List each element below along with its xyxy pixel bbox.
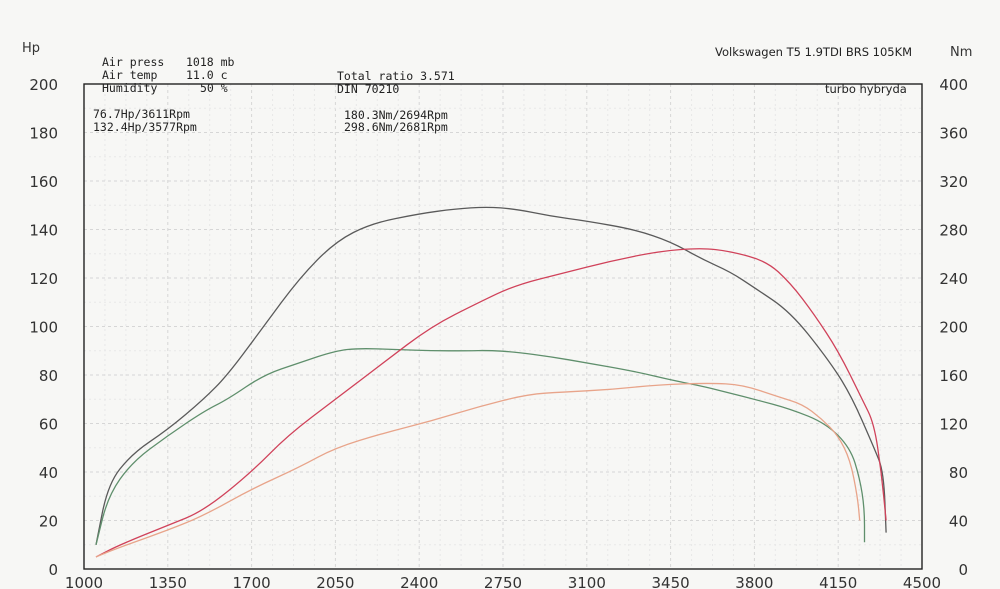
curve-power-stock <box>95 382 861 558</box>
vehicle-title: Volkswagen T5 1.9TDI BRS 105KM <box>715 45 912 59</box>
x-tick-label: 1350 <box>149 574 187 589</box>
peak-power-tuned: 132.4Hp/3577Rpm <box>93 120 197 134</box>
engine-note: turbo hybryda <box>825 82 907 96</box>
air-temp-label: Air temp <box>102 68 157 82</box>
right-tick-label: 280 <box>939 222 968 240</box>
right-tick-label: 400 <box>939 76 968 94</box>
peak-power-stock: 76.7Hp/3611Rpm <box>93 107 190 121</box>
humidity-label: Humidity <box>102 81 157 95</box>
right-tick-label: 240 <box>939 270 968 288</box>
left-tick-label: 140 <box>29 222 58 240</box>
left-tick-label: 100 <box>29 319 58 337</box>
left-tick-label: 120 <box>29 270 58 288</box>
x-tick-label: 2750 <box>484 574 522 589</box>
peak-torque-stock: 180.3Nm/2694Rpm <box>344 108 448 122</box>
x-tick-label: 2050 <box>316 574 354 589</box>
x-tick-label: 2400 <box>400 574 438 589</box>
right-tick-label: 360 <box>939 125 968 143</box>
air-press-label: Air press <box>102 55 164 69</box>
left-tick-label: 20 <box>39 513 58 531</box>
air-temp-value: 11.0 c <box>186 68 228 82</box>
right-tick-label: 320 <box>939 173 968 191</box>
left-tick-label: 40 <box>39 464 58 482</box>
right-tick-label: 0 <box>958 561 968 579</box>
right-tick-label: 40 <box>949 513 968 531</box>
left-tick-label: 0 <box>48 561 58 579</box>
x-tick-label: 3800 <box>735 574 773 589</box>
x-tick-label: 4150 <box>819 574 857 589</box>
left-tick-label: 60 <box>39 416 58 434</box>
right-tick-label: 120 <box>939 416 968 434</box>
peak-torque-tuned: 298.6Nm/2681Rpm <box>344 120 448 134</box>
x-tick-label: 1000 <box>65 574 103 589</box>
total-ratio: Total ratio 3.571 <box>337 69 455 83</box>
curves <box>95 206 887 558</box>
left-tick-label: 160 <box>29 173 58 191</box>
x-tick-label: 1700 <box>233 574 271 589</box>
air-press-value: 1018 mb <box>186 55 235 69</box>
axis-ticks: 0 20 40 60 80 100 120 140 160 180 200 0 40 80 120 160 20… <box>29 76 968 589</box>
plot-frame <box>83 83 923 570</box>
din-standard: DIN 70210 <box>337 82 399 96</box>
right-tick-label: 200 <box>939 319 968 337</box>
x-tick-label: 4500 <box>903 574 941 589</box>
curve-power-tuned <box>95 248 887 558</box>
left-tick-label: 180 <box>29 125 58 143</box>
left-tick-label: 80 <box>39 367 58 385</box>
right-axis-unit: Nm <box>950 45 972 60</box>
curve-torque-stock <box>95 348 866 545</box>
left-axis-unit: Hp <box>22 41 40 56</box>
x-tick-label: 3100 <box>568 574 606 589</box>
grid-lines <box>84 84 922 569</box>
right-tick-label: 160 <box>939 367 968 385</box>
humidity-value: 50 % <box>200 81 228 95</box>
x-tick-label: 3450 <box>652 574 690 589</box>
curve-torque-tuned <box>95 206 887 545</box>
left-tick-label: 200 <box>29 76 58 94</box>
right-tick-label: 80 <box>949 464 968 482</box>
